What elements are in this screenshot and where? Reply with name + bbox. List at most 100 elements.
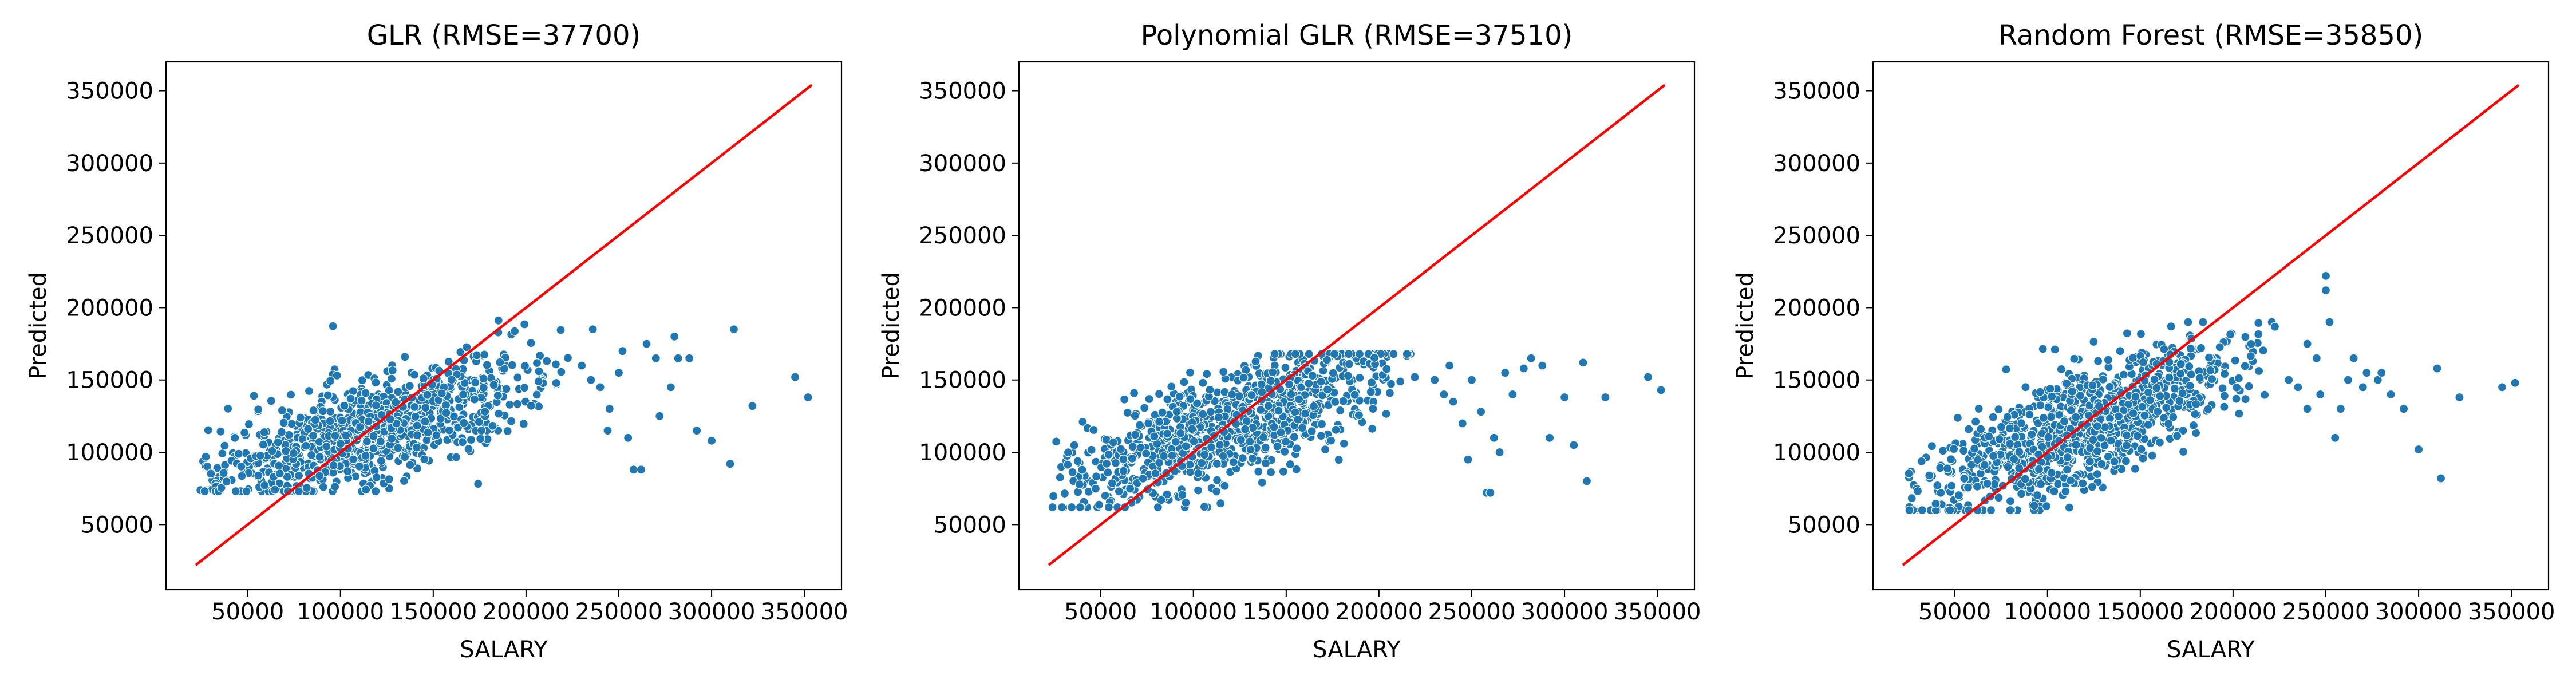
- x-tick-label: 50000: [211, 599, 284, 625]
- data-point: [636, 465, 646, 475]
- data-point: [1246, 445, 1255, 455]
- data-point: [270, 485, 280, 495]
- data-point: [335, 439, 346, 449]
- data-point: [310, 415, 320, 425]
- data-point: [457, 437, 468, 447]
- data-point: [339, 401, 349, 410]
- data-point: [2176, 369, 2186, 379]
- data-point: [1129, 388, 1139, 398]
- data-point: [1467, 375, 1477, 385]
- x-tick-label: 300000: [2375, 599, 2463, 625]
- data-point: [1276, 427, 1286, 437]
- data-point: [2343, 375, 2353, 385]
- data-point: [2231, 394, 2241, 404]
- data-point: [2071, 412, 2081, 422]
- data-point: [2045, 384, 2055, 394]
- data-point: [2155, 437, 2164, 447]
- y-tick-label: 150000: [66, 368, 153, 394]
- data-point: [376, 437, 385, 447]
- data-point: [2109, 457, 2119, 467]
- data-point: [476, 434, 485, 444]
- data-point: [372, 472, 381, 483]
- data-point: [341, 431, 351, 440]
- data-point: [2186, 369, 2196, 380]
- data-point: [391, 397, 401, 407]
- data-point: [520, 361, 530, 371]
- data-point: [1545, 433, 1555, 443]
- data-point: [1091, 484, 1101, 493]
- data-point: [803, 392, 813, 402]
- data-point: [2078, 479, 2088, 488]
- y-axis-label: Predicted: [25, 272, 52, 380]
- data-point: [1178, 490, 1187, 500]
- data-point: [551, 378, 561, 388]
- data-point: [2185, 381, 2195, 391]
- data-point: [2100, 422, 2110, 432]
- data-point: [369, 431, 378, 441]
- data-point: [1976, 424, 1986, 434]
- data-point: [460, 378, 469, 388]
- data-point: [2061, 487, 2071, 496]
- data-point: [2195, 373, 2204, 383]
- data-point: [244, 419, 254, 429]
- data-point: [1104, 502, 1114, 512]
- data-point: [1247, 453, 1257, 464]
- data-point: [2038, 344, 2048, 354]
- data-point: [2092, 469, 2102, 479]
- chart-title: Polynomial GLR (RMSE=37510): [1141, 19, 1573, 52]
- data-point: [2240, 361, 2250, 371]
- data-point: [325, 416, 335, 426]
- data-point: [2003, 462, 2013, 472]
- data-point: [2191, 399, 2201, 409]
- data-point: [1057, 502, 1067, 512]
- data-point: [1206, 407, 1216, 417]
- data-point: [1263, 401, 1273, 411]
- data-point: [2232, 382, 2242, 393]
- data-point: [1185, 368, 1195, 377]
- data-point: [472, 350, 482, 360]
- data-point: [1101, 459, 1112, 469]
- data-point: [1205, 385, 1215, 394]
- data-point: [201, 452, 211, 461]
- data-point: [2103, 355, 2113, 365]
- data-point: [281, 446, 291, 456]
- data-point: [1476, 407, 1486, 417]
- data-point: [412, 443, 422, 452]
- data-point: [2293, 382, 2303, 392]
- y-tick-label: 50000: [1788, 512, 1860, 538]
- data-point: [2336, 404, 2345, 414]
- data-point: [304, 386, 314, 396]
- data-point: [361, 451, 370, 461]
- data-point: [2085, 456, 2095, 467]
- data-point: [418, 373, 428, 384]
- data-point: [302, 483, 312, 493]
- data-point: [2246, 351, 2255, 361]
- data-point: [1181, 441, 1191, 451]
- data-point: [1239, 373, 1249, 382]
- data-point: [230, 433, 240, 443]
- data-point: [1410, 372, 1420, 382]
- data-point: [2062, 378, 2072, 389]
- data-point: [2115, 346, 2125, 356]
- data-point: [748, 401, 757, 411]
- data-point: [2066, 476, 2076, 485]
- data-point: [542, 356, 552, 366]
- data-point: [361, 485, 371, 495]
- data-point: [2220, 369, 2230, 379]
- data-point: [2143, 420, 2153, 430]
- data-point: [203, 425, 213, 435]
- data-point: [1386, 379, 1396, 389]
- data-point: [306, 450, 317, 460]
- data-point: [1066, 502, 1077, 512]
- subplot-1: 50000 100000 150000 200000 250000 300000 35000…: [25, 19, 848, 663]
- data-point: [240, 428, 250, 437]
- data-point: [1964, 424, 1974, 434]
- x-tick-label: 350000: [2468, 599, 2555, 625]
- identity-line: [1048, 84, 1666, 566]
- data-point: [202, 461, 212, 472]
- data-point: [1270, 349, 1279, 359]
- data-point: [506, 416, 516, 426]
- data-point: [1245, 437, 1255, 447]
- data-point: [355, 422, 365, 432]
- data-point: [1060, 488, 1070, 499]
